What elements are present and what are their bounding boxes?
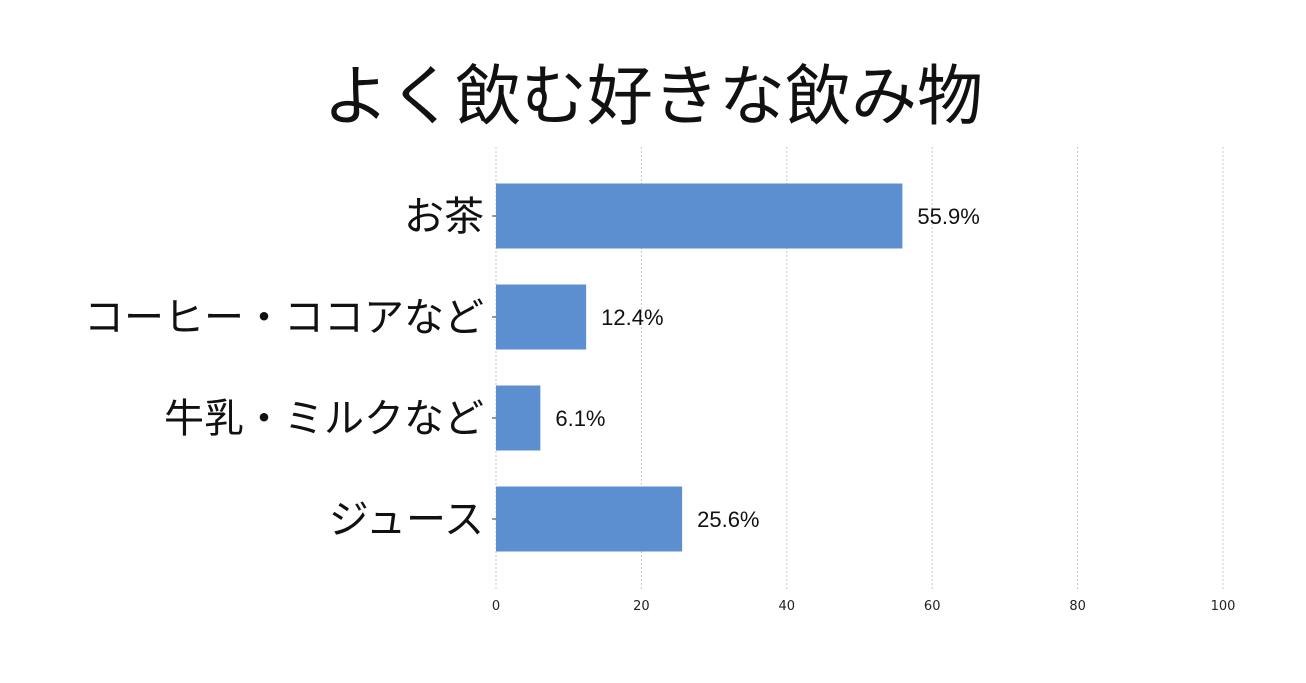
x-tick-label: 0	[492, 599, 500, 614]
category-label: 牛乳・ミルクなど	[164, 396, 484, 442]
bar	[496, 183, 903, 249]
category-label: お茶	[404, 194, 484, 240]
x-tick-label: 40	[779, 599, 796, 614]
x-tick-label: 20	[633, 599, 650, 614]
data-label: 12.4%	[601, 305, 663, 330]
x-tick-label: 60	[924, 599, 941, 614]
bars	[496, 183, 903, 552]
data-label: 55.9%	[917, 204, 979, 229]
x-tick-label: 100	[1211, 599, 1236, 614]
x-axis-ticks: 0 20 40 60 80 100	[492, 599, 1236, 614]
bar	[496, 486, 683, 552]
category-label: コーヒー・ココアなど	[84, 295, 484, 341]
data-label: 25.6%	[697, 507, 759, 532]
bar	[496, 385, 541, 451]
category-label: ジュース	[329, 497, 484, 543]
bar	[496, 284, 587, 350]
x-tick-label: 80	[1069, 599, 1086, 614]
chart-title: よく飲む好きな飲み物	[323, 58, 983, 135]
value-labels: 55.9% 12.4% 6.1% 25.6%	[555, 204, 979, 532]
data-label: 6.1%	[555, 406, 605, 431]
